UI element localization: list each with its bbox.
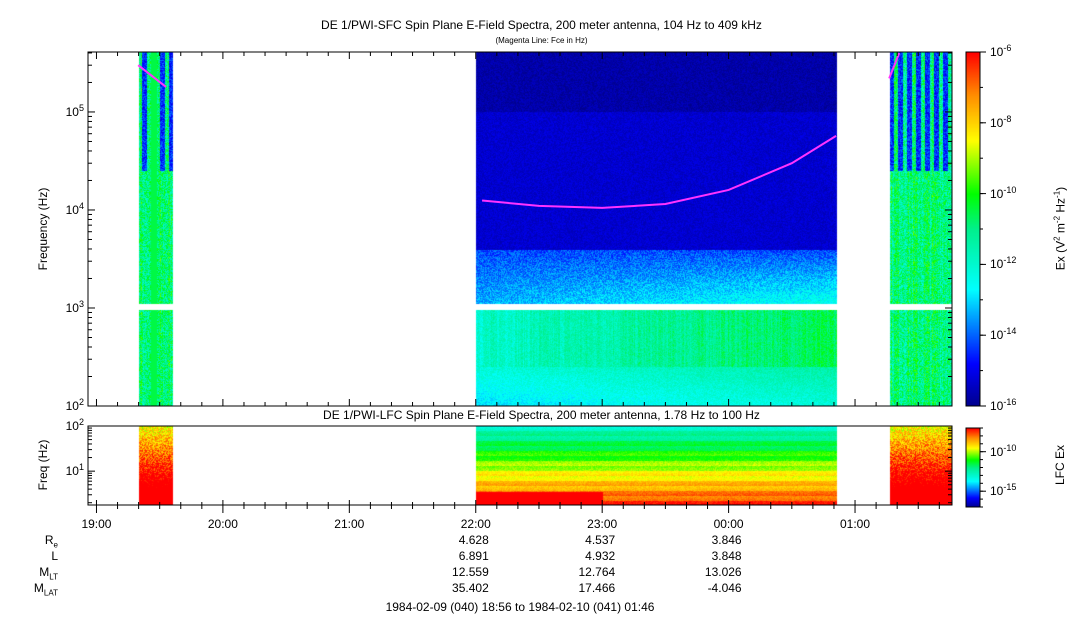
lfc-colorbar-label: LFC Ex	[1053, 445, 1067, 486]
colorbar-tick-label: 10-10	[990, 184, 1017, 201]
sfc-colorbar-frame	[965, 51, 981, 407]
lfc-spectrogram	[88, 426, 952, 505]
ephemeris-row-label: MLAT	[33, 581, 58, 598]
y-tick-label: 104	[65, 200, 84, 217]
colorbar-tick-label: 10-14	[990, 326, 1017, 343]
lfc-colorbar	[966, 428, 980, 507]
time-range-text: 1984-02-09 (040) 18:56 to 1984-02-10 (04…	[385, 600, 655, 614]
sfc-colorbar-label: Ex (V2 m-2 Hz-1)	[1052, 186, 1068, 271]
lfc-ylabel: Freq (Hz)	[36, 439, 50, 491]
colorbar-tick-label: 10-16	[990, 397, 1017, 413]
time-tick-label: 19:00	[81, 517, 112, 531]
y-tick-label: 103	[65, 298, 84, 315]
sfc-ylabel: Frequency (Hz)	[36, 187, 50, 271]
ephemeris-value: 6.891	[458, 549, 489, 563]
ephemeris-value: 17.466	[578, 581, 616, 595]
colorbar-tick-label: 10-10	[990, 442, 1017, 459]
ephemeris-value: 12.764	[578, 565, 616, 579]
ephemeris-value: 4.628	[458, 533, 489, 547]
sfc-colorbar	[966, 52, 980, 406]
ephemeris-row-label: MLT	[39, 565, 58, 582]
sfc-subtitle: (Magenta Line: Fce in Hz)	[495, 36, 588, 45]
ephemeris-row-label: Re	[44, 533, 58, 550]
lfc-title: DE 1/PWI-LFC Spin Plane E-Field Spectra,…	[323, 408, 760, 422]
ephemeris-value: 4.537	[585, 533, 616, 547]
y-tick-label: 102	[65, 397, 84, 413]
time-tick-label: 23:00	[587, 517, 618, 531]
fce-line-left	[137, 64, 167, 88]
time-tick-label: 01:00	[840, 517, 871, 531]
ephemeris-value: 12.559	[452, 565, 489, 579]
colorbar-tick-label: 10-12	[990, 255, 1017, 272]
y-tick-label: 105	[65, 102, 84, 119]
ephemeris-value: 3.846	[711, 533, 742, 547]
fce-line-middle	[481, 135, 837, 209]
time-tick-label: 20:00	[207, 517, 238, 531]
time-tick-label: 22:00	[460, 517, 491, 531]
sfc-frame	[87, 51, 953, 407]
ephemeris-value: 3.848	[711, 549, 742, 563]
ephemeris-value: -4.046	[707, 581, 742, 595]
ephemeris-value: 35.402	[452, 581, 489, 595]
ephemeris-value: 13.026	[704, 565, 742, 579]
lfc-colorbar-frame	[965, 427, 981, 508]
lfc-frame	[87, 425, 953, 506]
colorbar-tick-label: 10-6	[990, 43, 1012, 59]
colorbar-tick-label: 10-15	[990, 482, 1017, 499]
sfc-spectrogram	[88, 52, 952, 406]
time-tick-label: 21:00	[334, 517, 365, 531]
time-tick-label: 00:00	[713, 517, 744, 531]
y-tick-label: 101	[65, 462, 84, 479]
ephemeris-value: 4.932	[585, 549, 616, 563]
y-tick-label: 102	[65, 417, 84, 433]
fce-line-right	[888, 52, 901, 79]
colorbar-tick-label: 10-8	[990, 113, 1012, 130]
ephemeris-row-label: L	[51, 549, 58, 563]
sfc-title: DE 1/PWI-SFC Spin Plane E-Field Spectra,…	[321, 18, 762, 32]
